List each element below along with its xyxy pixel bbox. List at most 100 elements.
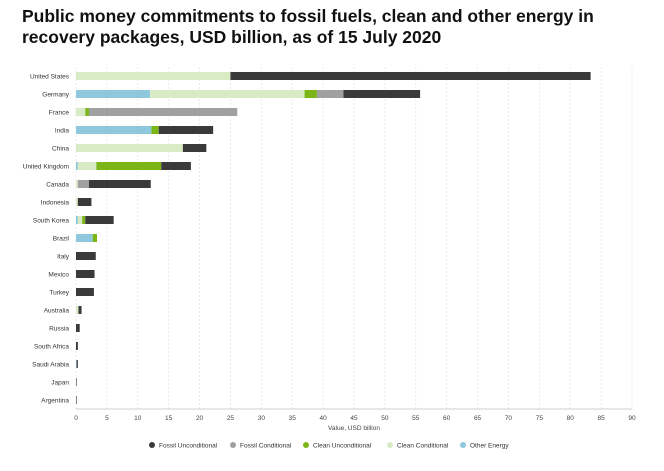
x-tick-label: 45 (350, 415, 358, 422)
bar-segment (77, 216, 83, 224)
category-label: United Kingdom (23, 163, 69, 170)
bar-segment (76, 342, 78, 350)
category-label: Mexico (48, 271, 69, 278)
bar-segment (151, 126, 159, 134)
bar-segment (76, 270, 95, 278)
bar-segment (85, 216, 114, 224)
bar-segment (150, 90, 305, 98)
x-tick-label: 30 (258, 415, 266, 422)
legend-item: Other Energy (460, 442, 509, 449)
x-tick-label: 70 (505, 415, 513, 422)
category-label: Australia (44, 307, 70, 314)
bar-segment (76, 324, 80, 332)
x-tick-label: 75 (536, 415, 544, 422)
bar-segment (82, 216, 86, 224)
bar-segment (78, 306, 82, 314)
bar-segment (88, 180, 151, 188)
category-labels: United States Germany France India China Unit… (23, 73, 70, 404)
x-tick-label: 60 (443, 415, 451, 422)
x-tick-label: 25 (227, 415, 235, 422)
x-tick-label: 20 (196, 415, 204, 422)
chart-title: Public money commitments to fossil fuels… (22, 6, 594, 47)
bar-segment (76, 72, 231, 80)
category-label: South Africa (34, 343, 69, 350)
bar-segment (76, 108, 86, 116)
legend: Fossil Unconditional Fossil Conditional Cl… (149, 442, 509, 449)
bar-segment (88, 108, 238, 116)
bar-segment (182, 144, 207, 152)
legend-label: Fossil Unconditional (159, 442, 218, 449)
category-label: Italy (57, 253, 70, 260)
x-tick-label: 65 (474, 415, 482, 422)
bar-segment (230, 72, 591, 80)
legend-marker (460, 442, 466, 448)
legend-item: Clean Unconditional (303, 442, 372, 449)
x-tick-label: 55 (412, 415, 420, 422)
legend-marker (230, 442, 236, 448)
bar-segment (85, 108, 89, 116)
x-tick-label: 0 (74, 415, 78, 422)
bar-segment (76, 180, 78, 188)
category-label: Saudi Arabia (32, 361, 69, 368)
bar-segment (76, 198, 78, 206)
category-label: Turkey (49, 289, 69, 296)
category-label: United States (30, 73, 70, 80)
bars (76, 72, 591, 404)
bar-segment (76, 90, 151, 98)
x-tick-label: 5 (105, 415, 109, 422)
bar-segment (77, 180, 89, 188)
bar-segment (76, 126, 152, 134)
category-label: Argentina (41, 397, 69, 404)
legend-item: Fossil Conditional (230, 442, 292, 449)
bar-segment (161, 162, 191, 170)
x-tick-label: 35 (289, 415, 297, 422)
category-label: Brazil (53, 235, 70, 242)
bar-segment (76, 360, 77, 368)
x-tick-label: 15 (165, 415, 173, 422)
bar-segment (76, 288, 94, 296)
x-tick-label: 85 (597, 415, 605, 422)
legend-item: Clean Conditional (387, 442, 449, 449)
bar-segment (304, 90, 317, 98)
x-tick-label: 40 (319, 415, 327, 422)
category-label: India (55, 127, 69, 134)
bar-segment (76, 360, 78, 368)
category-label: Canada (46, 181, 69, 188)
bar-segment (76, 216, 78, 224)
legend-marker (149, 442, 155, 448)
legend-marker (387, 442, 393, 448)
bar-segment (76, 234, 93, 242)
bar-segment (92, 234, 98, 242)
legend-marker (303, 442, 309, 448)
bar-segment (316, 90, 344, 98)
x-tick-labels: 0 5 10 15 20 25 30 35 40 45 50 55 60 65 70 75 80 85 90 (74, 415, 636, 422)
bar-segment (76, 144, 183, 152)
grid-lines (75, 67, 633, 410)
legend-label: Fossil Conditional (240, 442, 292, 449)
legend-label: Clean Conditional (397, 442, 449, 449)
x-tick-label: 10 (134, 415, 142, 422)
x-axis-title: Value, USD billion (328, 425, 380, 432)
bar-segment (77, 198, 92, 206)
bar-segment (76, 306, 79, 314)
category-label: Japan (51, 379, 69, 386)
category-label: Germany (42, 91, 69, 98)
x-tick-label: 50 (381, 415, 389, 422)
bar-segment (77, 162, 97, 170)
category-label: Indonesia (41, 199, 70, 206)
bar-segment (76, 378, 77, 386)
bar-segment (343, 90, 421, 98)
category-label: South Korea (33, 217, 70, 224)
x-tick-label: 90 (628, 415, 636, 422)
category-label: China (52, 145, 69, 152)
legend-item: Fossil Unconditional (149, 442, 218, 449)
legend-label: Other Energy (470, 442, 509, 449)
bar-segment (76, 396, 77, 404)
bar-segment (158, 126, 214, 134)
bar-segment (96, 162, 162, 170)
bar-segment (76, 252, 96, 260)
category-label: Russia (49, 325, 69, 332)
category-label: France (49, 109, 70, 116)
legend-label: Clean Unconditional (313, 442, 372, 449)
